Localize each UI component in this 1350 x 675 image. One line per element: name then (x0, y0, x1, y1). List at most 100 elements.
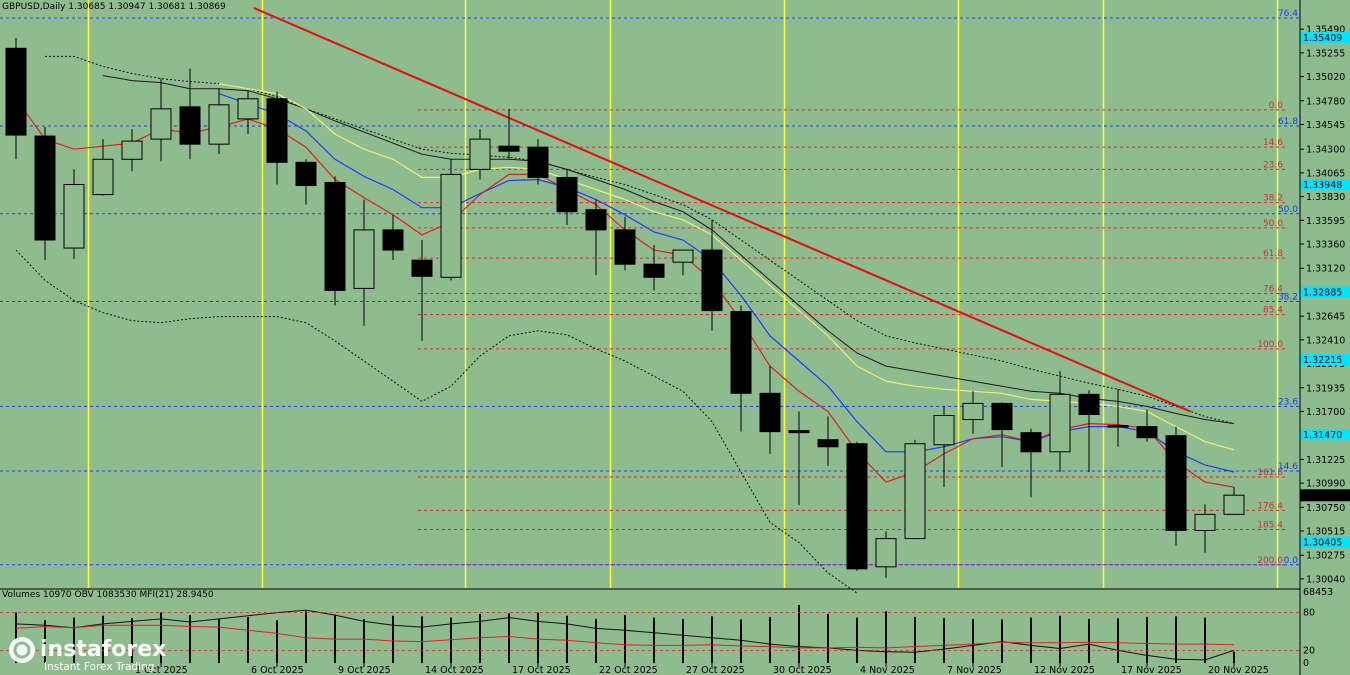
price-tick-label: 1.30990 (1306, 479, 1345, 490)
fibo-red-label: 185.4 (1257, 520, 1283, 530)
fibo-red-label: 176.4 (1257, 501, 1283, 511)
price-tag (1300, 429, 1350, 441)
candle-bearish (266, 98, 288, 163)
price-tick-label: 1.30040 (1306, 574, 1345, 585)
date-label: 14 Oct 2025 (425, 665, 484, 675)
candle-bearish (5, 47, 27, 136)
brand-text: instaforex (40, 637, 166, 662)
candle-bullish (875, 538, 897, 568)
candle-bullish (92, 158, 114, 196)
candle-bearish (1165, 435, 1187, 532)
logo-icon-ring (13, 641, 31, 659)
indicator-axis-label: 0 (1303, 658, 1309, 669)
obv-line (15, 609, 1235, 661)
fibo-red-label: 61.8 (1263, 249, 1283, 259)
price-tag-label: 1.31470 (1303, 430, 1342, 441)
date-label: 30 Oct 2025 (773, 665, 832, 675)
price-tick-label: 1.35020 (1306, 72, 1345, 83)
volume-obv-mfi-panel: 68453 80 20 0 (0, 587, 1333, 669)
candle-bearish (324, 181, 346, 291)
date-label: 17 Oct 2025 (512, 665, 571, 675)
fibo-red-label: 38.2 (1263, 194, 1283, 204)
price-tag (1300, 354, 1350, 366)
candle-bearish (817, 439, 839, 448)
candle-bullish (353, 229, 375, 289)
price-tick-label: 1.30275 (1306, 551, 1345, 562)
candle-bearish (295, 161, 317, 187)
price-tick-label: 1.35255 (1306, 48, 1345, 59)
fibo-red-label: 0.0 (1269, 101, 1284, 111)
candle-bearish (643, 263, 665, 278)
candle-bullish (672, 249, 694, 263)
candle-bearish (179, 106, 201, 145)
price-tick-label: 1.33360 (1306, 240, 1345, 251)
price-tick-label: 1.30515 (1306, 527, 1345, 538)
candle-bearish (846, 443, 868, 570)
fibo-red-label: 100.0 (1257, 340, 1283, 350)
price-tag-label: 1.35409 (1303, 33, 1342, 44)
date-label: 12 Nov 2025 (1034, 665, 1095, 675)
price-tick-label: 1.34300 (1306, 145, 1345, 156)
date-label: 20 Nov 2025 (1208, 665, 1269, 675)
symbol-header: GBPUSD,Daily 1.30685 1.30947 1.30681 1.3… (2, 2, 226, 12)
price-tick-label: 1.31225 (1306, 455, 1345, 466)
price-tick-label: 1.34065 (1306, 168, 1345, 179)
main-chart-area (0, 0, 1300, 588)
price-tick-label: 1.32645 (1306, 312, 1345, 323)
fibo-blue-label: 0.0 (1284, 556, 1299, 566)
candle-bullish (121, 140, 143, 160)
candle-bearish (382, 229, 404, 251)
candle-bearish (527, 146, 549, 178)
candle-bullish (1049, 393, 1071, 453)
price-tag (1300, 179, 1350, 191)
candle-bullish (237, 98, 259, 120)
fibo-red-label: 161.8 (1257, 468, 1283, 478)
candle-bullish (933, 415, 955, 446)
candle-bearish (1107, 425, 1129, 428)
candle-bullish (208, 104, 230, 145)
fibo-red-label: 23.6 (1263, 160, 1283, 170)
candle-bearish (498, 145, 520, 152)
date-label: 22 Oct 2025 (599, 665, 658, 675)
date-label: 17 Nov 2025 (1121, 665, 1182, 675)
fibo-red-label: 50.0 (1263, 219, 1283, 229)
price-tag-label: 1.30405 (1303, 538, 1342, 549)
fibo-red-label: 14.6 (1263, 138, 1283, 148)
price-tick-label: 1.33830 (1306, 192, 1345, 203)
candle-bullish (1223, 494, 1245, 515)
fibo-red-label: 85.4 (1263, 306, 1283, 316)
indicator-header: Volumes 10970 OBV 1083530 MFI(21) 28.945… (2, 590, 214, 600)
candle-bearish (411, 259, 433, 277)
candle-bearish (34, 135, 56, 241)
fibo-blue-label: 38.2 (1278, 293, 1298, 303)
price-axis-background (1300, 0, 1350, 675)
price-tick-label: 1.31935 (1306, 383, 1345, 394)
fibo-blue-label: 61.8 (1278, 117, 1298, 127)
price-axis: 1.35490 1.35255 1.35020 1.34780 1.34545 1.343… (1300, 25, 1350, 585)
date-label: 6 Oct 2025 (251, 665, 304, 675)
fibonacci-levels: 0.014.623.638.250.061.876.485.4100.0161.… (0, 9, 1300, 566)
price-tick-label: 1.33595 (1306, 216, 1345, 227)
current-price-label: 1.30869 (1303, 491, 1342, 502)
candle-bearish (788, 430, 810, 434)
indicator-axis-label: 68453 (1303, 587, 1333, 598)
price-tag-label: 1.32215 (1303, 355, 1342, 366)
candle-bullish (440, 173, 462, 278)
candle-bullish (904, 443, 926, 540)
candle-bearish (614, 229, 636, 265)
price-tick-label: 1.33120 (1306, 264, 1345, 275)
fibo-blue-label: 50.0 (1278, 205, 1298, 215)
mfi-line (15, 624, 1235, 649)
candle-bullish (469, 138, 491, 170)
price-tick-label: 1.30750 (1306, 503, 1345, 514)
current-price-tag (1300, 489, 1350, 502)
indicator-axis-label: 80 (1303, 608, 1315, 619)
fibo-blue-label: 14.6 (1278, 462, 1298, 472)
price-tick-label: 1.34545 (1306, 120, 1345, 131)
date-label: 7 Nov 2025 (947, 665, 1002, 675)
date-axis: 1 Oct 2025 6 Oct 2025 9 Oct 2025 14 Oct 202… (135, 663, 1269, 675)
price-tag (1300, 536, 1350, 548)
candle-bearish (701, 249, 723, 312)
fibo-blue-label: 76.4 (1278, 9, 1298, 19)
